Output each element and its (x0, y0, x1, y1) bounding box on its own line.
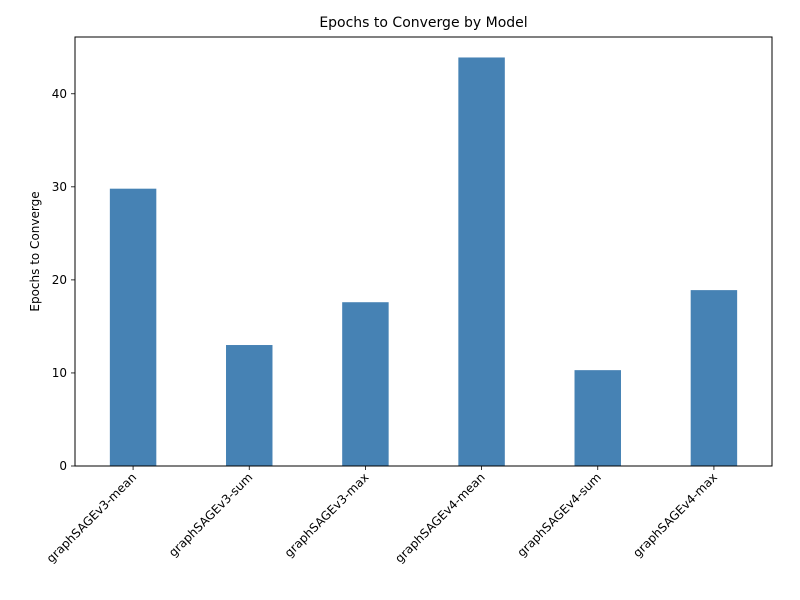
x-tick-label: graphSAGEv4-max (630, 470, 720, 560)
x-tick-label: graphSAGEv3-max (282, 470, 372, 560)
y-axis-ticks: 0 10 20 30 40 (52, 87, 75, 473)
x-axis-ticks: graphSAGEv3-mean graphSAGEv3-sum graphSAGE… (44, 466, 720, 566)
bar-graphSAGEv3-sum (226, 345, 273, 466)
y-tick-label: 30 (52, 180, 67, 194)
bar-graphSAGEv3-max (342, 302, 389, 466)
y-tick-label: 40 (52, 87, 67, 101)
bars-layer (109, 57, 738, 466)
bar-graphSAGEv3-mean (109, 188, 157, 466)
chart-title: Epochs to Converge by Model (319, 15, 527, 31)
bar-graphSAGEv4-max (690, 290, 738, 466)
x-tick-label: graphSAGEv3-sum (166, 470, 255, 559)
bar-graphSAGEv4-sum (574, 370, 621, 466)
x-tick-label: graphSAGEv4-sum (514, 470, 603, 559)
bar-graphSAGEv4-mean (458, 57, 505, 466)
x-tick-label: graphSAGEv4-mean (392, 470, 487, 565)
x-tick-label: graphSAGEv3-mean (44, 470, 139, 565)
y-axis-label: Epochs to Converge (28, 191, 42, 311)
y-tick-label: 10 (52, 366, 67, 380)
y-tick-label: 20 (52, 273, 67, 287)
plot-frame (74, 36, 773, 467)
y-tick-label: 0 (59, 459, 67, 473)
